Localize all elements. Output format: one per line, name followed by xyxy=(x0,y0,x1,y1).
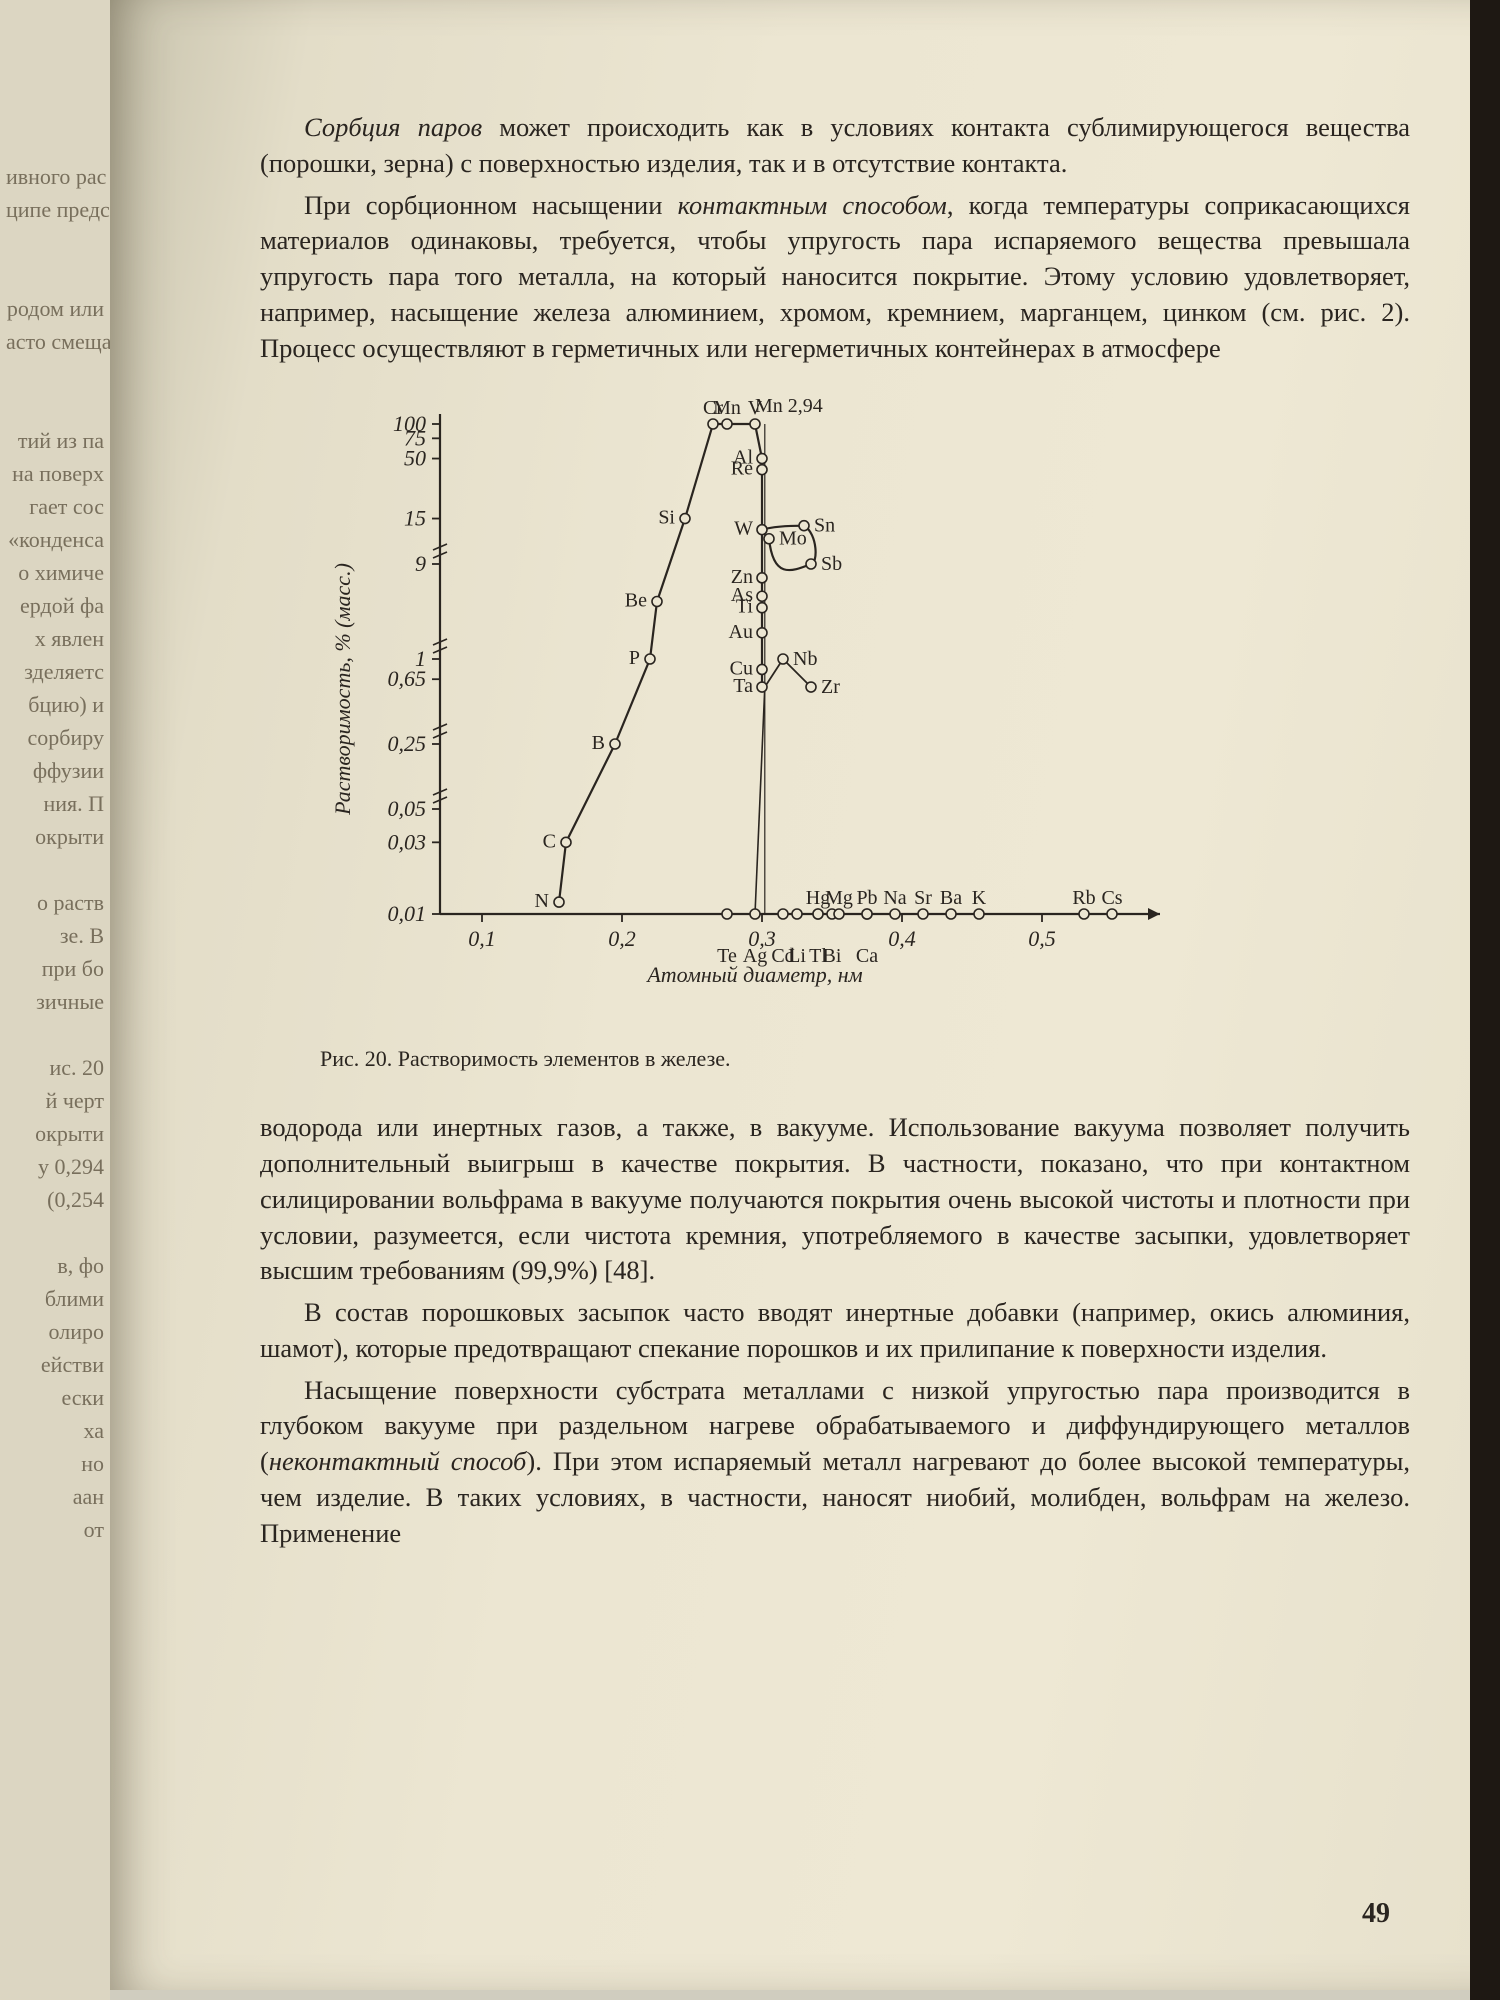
svg-text:1: 1 xyxy=(415,646,426,671)
fragment-text: ивного рас ципе предста родом или асто с… xyxy=(6,164,110,1542)
svg-text:Zr: Zr xyxy=(821,676,840,698)
svg-text:Si: Si xyxy=(658,507,675,529)
previous-page-fragment: ивного рас ципе предста родом или асто с… xyxy=(0,0,110,2000)
svg-text:100: 100 xyxy=(393,411,426,436)
svg-text:Ta: Ta xyxy=(733,675,753,697)
paragraph-4: В состав порошковых засыпок часто вводят… xyxy=(260,1295,1410,1367)
p1-emph: Сорбция паров xyxy=(304,112,482,142)
svg-text:Mn 2,94: Mn 2,94 xyxy=(755,395,823,417)
svg-text:Ba: Ba xyxy=(940,887,962,909)
svg-text:Растворимость, % (масс.): Растворимость, % (масс.) xyxy=(330,563,355,816)
p2a: При сорбционном насыщении xyxy=(304,190,678,220)
svg-text:Bi: Bi xyxy=(823,945,842,967)
figure-20: 0,010,030,050,250,65191550751000,10,20,3… xyxy=(320,384,1190,1024)
svg-text:W: W xyxy=(734,518,753,540)
svg-text:Re: Re xyxy=(731,458,753,480)
svg-text:Rb: Rb xyxy=(1072,887,1095,909)
svg-text:Mn: Mn xyxy=(713,397,741,419)
svg-text:P: P xyxy=(629,647,640,669)
svg-text:B: B xyxy=(592,732,605,754)
paragraph-1: Сорбция паров может происходить как в ус… xyxy=(260,110,1410,182)
figure-caption: Рис. 20. Растворимость элементов в желез… xyxy=(320,1046,1410,1072)
svg-text:Nb: Nb xyxy=(793,648,817,670)
paragraph-2: При сорбционном насыщении контактным спо… xyxy=(260,188,1410,367)
svg-text:Ti: Ti xyxy=(736,596,754,618)
svg-text:0,25: 0,25 xyxy=(388,731,427,756)
p2-emph: контактным способом xyxy=(678,190,947,220)
svg-text:0,03: 0,03 xyxy=(388,830,427,855)
book-page: Сорбция паров может происходить как в ус… xyxy=(110,0,1480,1990)
svg-text:15: 15 xyxy=(404,506,426,531)
paragraph-3: водорода или инертных газов, а также, в … xyxy=(260,1110,1410,1289)
svg-text:Ca: Ca xyxy=(856,945,878,967)
svg-text:Sr: Sr xyxy=(914,887,932,909)
page-number: 49 xyxy=(1362,1898,1390,1930)
svg-text:Cs: Cs xyxy=(1101,887,1122,909)
svg-text:Te: Te xyxy=(717,945,737,967)
svg-text:N: N xyxy=(535,890,549,912)
book-edge xyxy=(1470,0,1500,2000)
svg-text:0,01: 0,01 xyxy=(388,901,427,926)
svg-text:Sn: Sn xyxy=(814,515,835,537)
svg-text:0,4: 0,4 xyxy=(888,926,916,951)
svg-text:Mg: Mg xyxy=(825,887,853,909)
svg-text:0,1: 0,1 xyxy=(468,926,496,951)
svg-text:Pb: Pb xyxy=(856,887,877,909)
svg-text:0,2: 0,2 xyxy=(608,926,636,951)
svg-text:9: 9 xyxy=(415,551,426,576)
svg-text:Ag: Ag xyxy=(743,945,767,967)
svg-text:Li: Li xyxy=(788,945,806,967)
svg-text:Sb: Sb xyxy=(821,553,842,575)
paragraph-5: Насыщение поверхности субстрата металлам… xyxy=(260,1373,1410,1552)
svg-text:C: C xyxy=(543,831,556,853)
svg-text:Au: Au xyxy=(729,621,753,643)
solubility-chart: 0,010,030,050,250,65191550751000,10,20,3… xyxy=(320,384,1190,1024)
svg-text:K: K xyxy=(972,887,987,909)
svg-text:0,05: 0,05 xyxy=(388,796,427,821)
p5-emph: неконтактный способ xyxy=(269,1446,527,1476)
svg-text:0,5: 0,5 xyxy=(1028,926,1056,951)
svg-text:Na: Na xyxy=(883,887,906,909)
svg-text:Be: Be xyxy=(625,590,647,612)
